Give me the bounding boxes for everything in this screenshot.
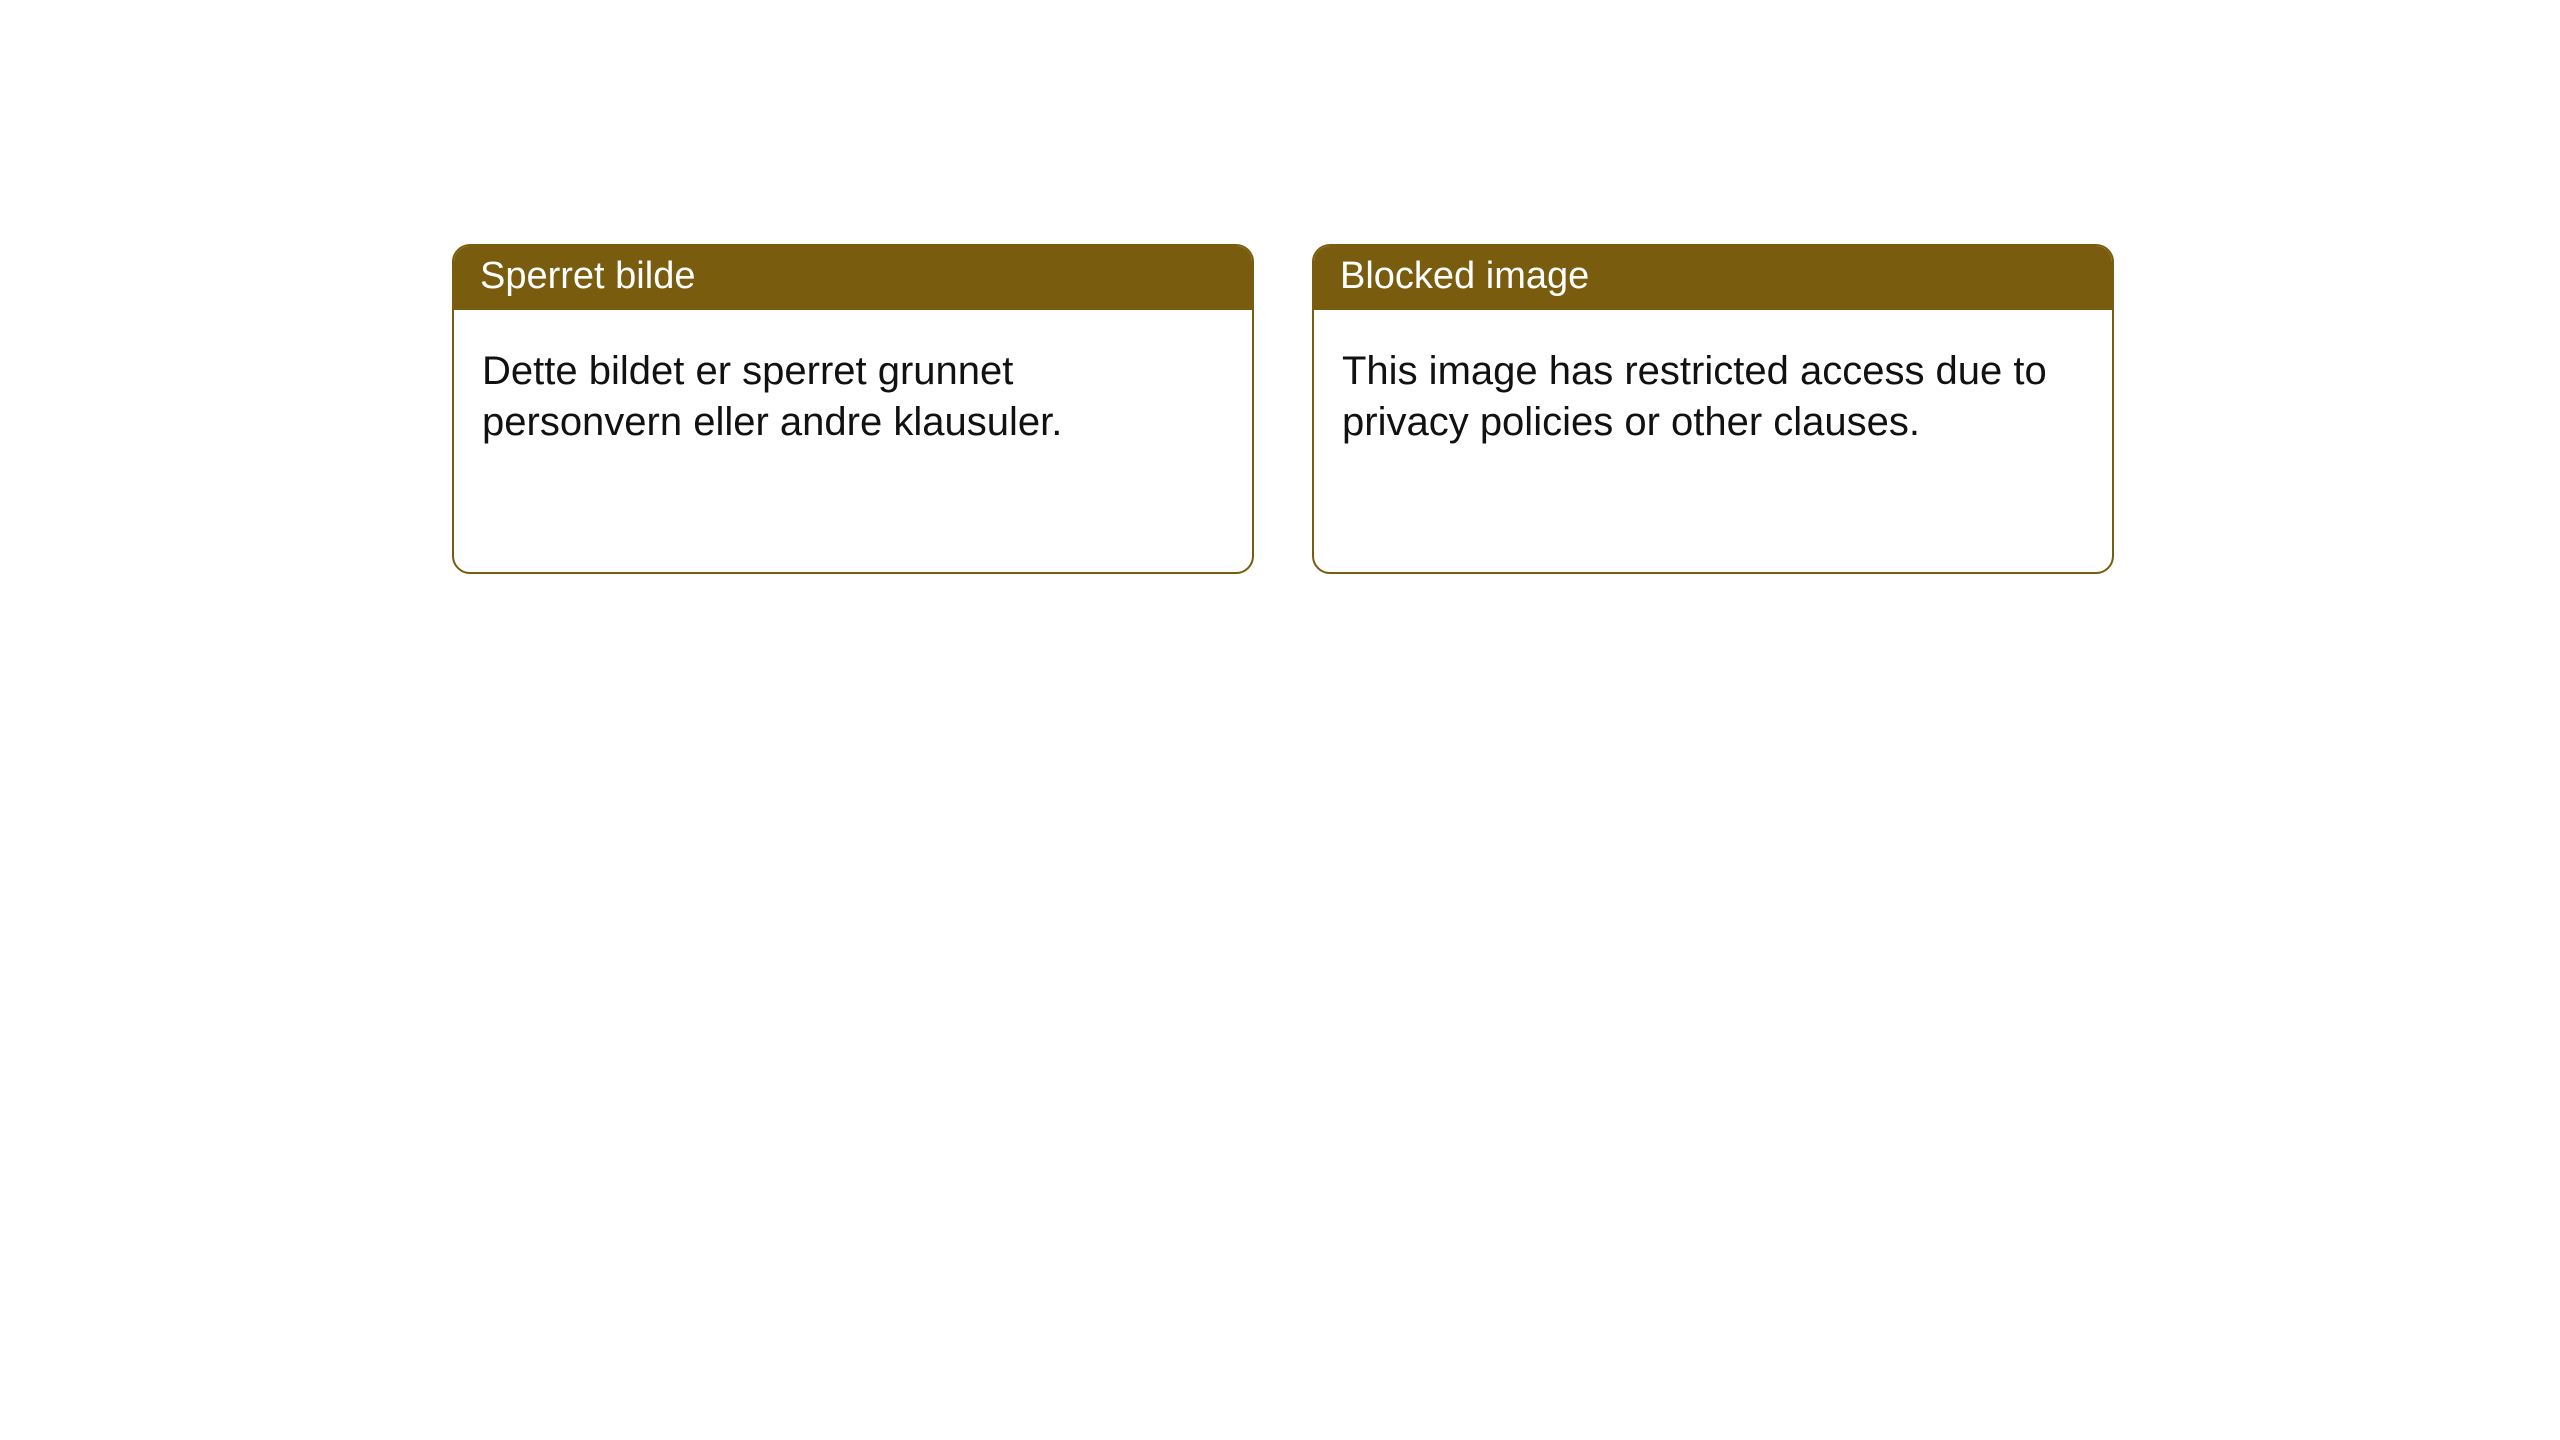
card-title-en: Blocked image bbox=[1314, 246, 2112, 310]
blocked-image-card-no: Sperret bilde Dette bildet er sperret gr… bbox=[452, 244, 1254, 574]
notice-container: Sperret bilde Dette bildet er sperret gr… bbox=[0, 0, 2560, 574]
card-body-no: Dette bildet er sperret grunnet personve… bbox=[454, 310, 1252, 476]
card-title-no: Sperret bilde bbox=[454, 246, 1252, 310]
blocked-image-card-en: Blocked image This image has restricted … bbox=[1312, 244, 2114, 574]
card-body-en: This image has restricted access due to … bbox=[1314, 310, 2112, 476]
